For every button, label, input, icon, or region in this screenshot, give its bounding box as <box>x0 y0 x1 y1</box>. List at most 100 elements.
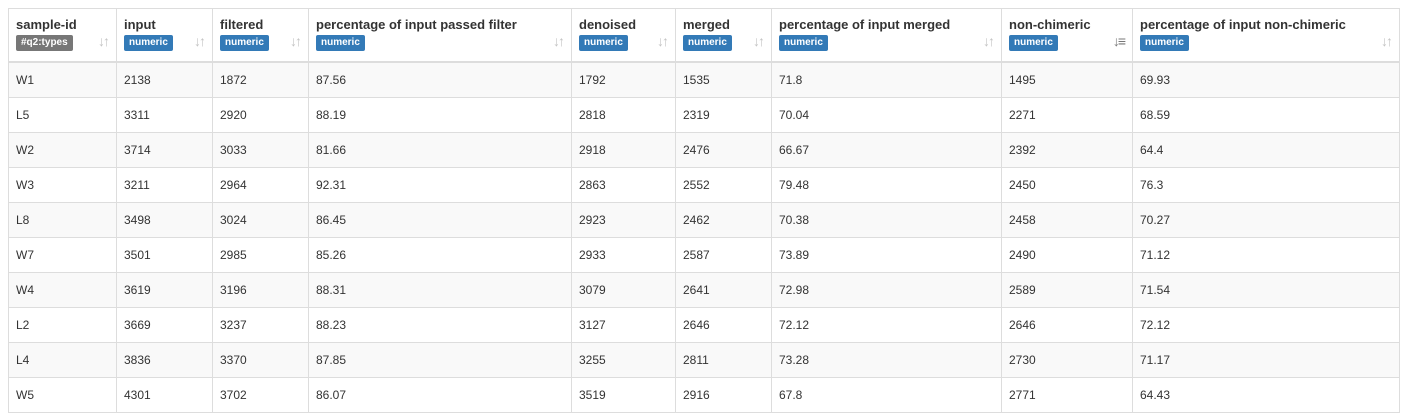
column-name: percentage of input non-chimeric <box>1140 17 1346 32</box>
types-badge: #q2:types <box>16 35 73 51</box>
table-cell: 87.56 <box>308 62 572 98</box>
table-cell: 71.17 <box>1132 342 1400 378</box>
table-cell: 2964 <box>212 167 309 203</box>
table-cell: 3237 <box>212 307 309 343</box>
table-cell: 1535 <box>675 62 772 98</box>
table-cell: 3836 <box>116 342 213 378</box>
table-cell: 2646 <box>1001 307 1133 343</box>
column-name: non-chimeric <box>1009 17 1091 32</box>
sample-id-cell: W5 <box>8 377 117 413</box>
column-name: denoised <box>579 17 637 32</box>
table-cell: 76.3 <box>1132 167 1400 203</box>
sort-both-icon[interactable]: ↓↑ <box>657 33 669 49</box>
table-cell: 71.8 <box>771 62 1002 98</box>
table-cell: 4301 <box>116 377 213 413</box>
table-cell: 2985 <box>212 237 309 273</box>
table-cell: 72.12 <box>1132 307 1400 343</box>
column-header-merged[interactable]: merged numeric ↓↑ <box>675 8 772 63</box>
sort-both-icon[interactable]: ↓↑ <box>98 33 110 49</box>
column-name: merged <box>683 17 730 32</box>
table-cell: 2730 <box>1001 342 1133 378</box>
table-cell: 70.27 <box>1132 202 1400 238</box>
column-header-percentage-of-input-non-chimeric[interactable]: percentage of input non-chimeric numeric ↓… <box>1132 8 1400 63</box>
column-header-filtered[interactable]: filtered numeric ↓↑ <box>212 8 309 63</box>
table-cell: 2918 <box>571 132 676 168</box>
table-cell: 1495 <box>1001 62 1133 98</box>
table-cell: 2490 <box>1001 237 1133 273</box>
table-cell: 2450 <box>1001 167 1133 203</box>
table-row: L2 3669 3237 88.23 3127 2646 72.12 2646 72.12 <box>8 307 1400 343</box>
table-row: L4 3836 3370 87.85 3255 2811 73.28 2730 71.17 <box>8 342 1400 378</box>
numeric-type-badge: numeric <box>579 35 628 51</box>
table-cell: 92.31 <box>308 167 572 203</box>
table-cell: 2818 <box>571 97 676 133</box>
table-cell: 70.04 <box>771 97 1002 133</box>
table-cell: 2923 <box>571 202 676 238</box>
table-row: W7 3501 2985 85.26 2933 2587 73.89 2490 71.12 <box>8 237 1400 273</box>
table-cell: 2271 <box>1001 97 1133 133</box>
sort-both-icon[interactable]: ↓↑ <box>753 33 765 49</box>
table-cell: 3255 <box>571 342 676 378</box>
table-cell: 68.59 <box>1132 97 1400 133</box>
table-cell: 70.38 <box>771 202 1002 238</box>
column-header-non-chimeric[interactable]: non-chimeric numeric ↓≡ <box>1001 8 1133 63</box>
table-cell: 2552 <box>675 167 772 203</box>
sample-id-cell: L2 <box>8 307 117 343</box>
table-cell: 3211 <box>116 167 213 203</box>
table-body: W1 2138 1872 87.56 1792 1535 71.8 1495 69.93 L5 33… <box>8 62 1400 413</box>
table-cell: 3501 <box>116 237 213 273</box>
table-cell: 2641 <box>675 272 772 308</box>
table-cell: 3519 <box>571 377 676 413</box>
sort-numeric-asc-icon[interactable]: ↓≡ <box>1112 33 1126 49</box>
table-cell: 64.43 <box>1132 377 1400 413</box>
sort-both-icon[interactable]: ↓↑ <box>194 33 206 49</box>
table-cell: 2920 <box>212 97 309 133</box>
table-cell: 67.8 <box>771 377 1002 413</box>
numeric-type-badge: numeric <box>124 35 173 51</box>
column-name: filtered <box>220 17 264 32</box>
table-cell: 2863 <box>571 167 676 203</box>
column-header-denoised[interactable]: denoised numeric ↓↑ <box>571 8 676 63</box>
sort-both-icon[interactable]: ↓↑ <box>1381 33 1393 49</box>
table-cell: 72.12 <box>771 307 1002 343</box>
column-name: percentage of input passed filter <box>316 17 517 32</box>
table-cell: 3714 <box>116 132 213 168</box>
table-cell: 3498 <box>116 202 213 238</box>
column-name: sample-id <box>16 17 77 32</box>
table-cell: 2589 <box>1001 272 1133 308</box>
table-cell: 3311 <box>116 97 213 133</box>
table-cell: 81.66 <box>308 132 572 168</box>
numeric-type-badge: numeric <box>779 35 828 51</box>
table-row: W2 3714 3033 81.66 2918 2476 66.67 2392 64.4 <box>8 132 1400 168</box>
column-header-sample-id[interactable]: sample-id #q2:types ↓↑ <box>8 8 117 63</box>
column-name: input <box>124 17 156 32</box>
numeric-type-badge: numeric <box>1140 35 1189 51</box>
table-cell: 2458 <box>1001 202 1133 238</box>
sample-id-cell: W1 <box>8 62 117 98</box>
table-cell: 2319 <box>675 97 772 133</box>
column-header-percentage-of-input-merged[interactable]: percentage of input merged numeric ↓↑ <box>771 8 1002 63</box>
sort-both-icon[interactable]: ↓↑ <box>553 33 565 49</box>
table-cell: 69.93 <box>1132 62 1400 98</box>
table-cell: 85.26 <box>308 237 572 273</box>
table-cell: 86.07 <box>308 377 572 413</box>
sample-id-cell: W4 <box>8 272 117 308</box>
table-row: W3 3211 2964 92.31 2863 2552 79.48 2450 76.3 <box>8 167 1400 203</box>
table-cell: 2587 <box>675 237 772 273</box>
numeric-type-badge: numeric <box>316 35 365 51</box>
table-cell: 3669 <box>116 307 213 343</box>
table-cell: 73.89 <box>771 237 1002 273</box>
table-cell: 2811 <box>675 342 772 378</box>
sample-id-cell: L4 <box>8 342 117 378</box>
table-row: W1 2138 1872 87.56 1792 1535 71.8 1495 69.93 <box>8 62 1400 98</box>
sort-both-icon[interactable]: ↓↑ <box>983 33 995 49</box>
numeric-type-badge: numeric <box>220 35 269 51</box>
sort-both-icon[interactable]: ↓↑ <box>290 33 302 49</box>
table-cell: 73.28 <box>771 342 1002 378</box>
column-header-input[interactable]: input numeric ↓↑ <box>116 8 213 63</box>
table-cell: 1792 <box>571 62 676 98</box>
table-cell: 3196 <box>212 272 309 308</box>
table-cell: 72.98 <box>771 272 1002 308</box>
table-row: L5 3311 2920 88.19 2818 2319 70.04 2271 68.59 <box>8 97 1400 133</box>
column-header-percentage-of-input-passed-filter[interactable]: percentage of input passed filter numeric… <box>308 8 572 63</box>
